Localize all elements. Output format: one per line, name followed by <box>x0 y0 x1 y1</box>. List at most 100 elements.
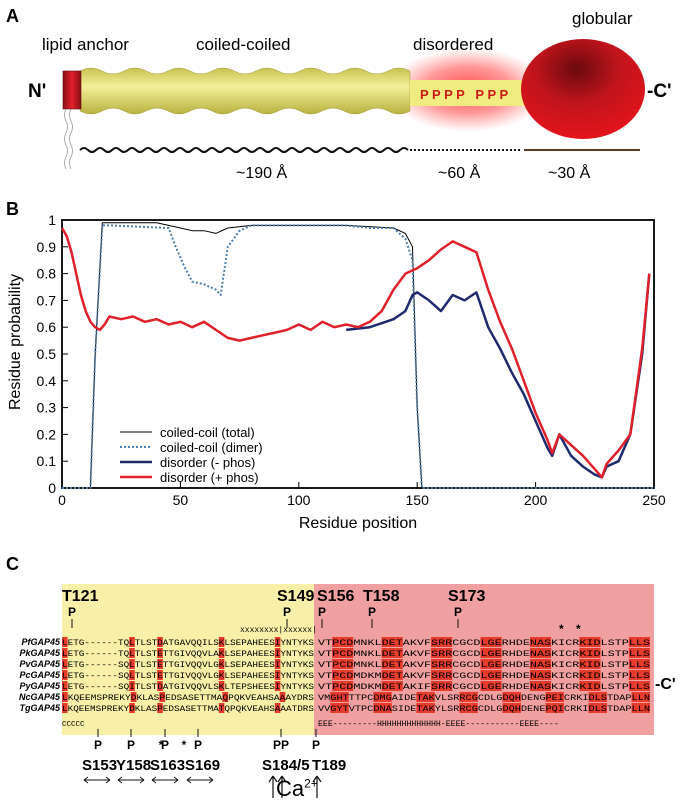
conserved-star: * <box>559 622 564 636</box>
species-label: NcGAP45 <box>19 692 61 702</box>
residue-highlight <box>529 637 537 647</box>
residue-highlight <box>431 681 439 691</box>
residue-highlight <box>274 681 281 691</box>
residue-highlight <box>445 681 453 691</box>
phospho-marker: P <box>312 738 320 752</box>
residue-highlight <box>642 670 650 680</box>
residue-highlight <box>62 659 68 669</box>
residue-highlight <box>332 637 340 647</box>
residue-highlight <box>631 692 638 702</box>
residue-highlight <box>631 703 638 713</box>
residue-highlight <box>635 637 643 647</box>
residue-highlight <box>379 703 386 713</box>
species-label: PcGAP45 <box>19 670 61 680</box>
phospho-marker: P <box>194 738 202 752</box>
residue-highlight <box>508 692 515 702</box>
residue-highlight <box>536 681 545 691</box>
site-t189: T189 <box>312 757 346 774</box>
residue-highlight <box>438 648 446 658</box>
residue-highlight <box>579 670 587 680</box>
residue-highlight <box>487 659 495 669</box>
calcium-text: Ca <box>276 776 305 801</box>
residue-highlight <box>494 648 502 658</box>
residue-highlight <box>438 681 446 691</box>
residue-highlight <box>332 648 340 658</box>
secondary-structure-line: EEE---------HHHHHHHHHHHHH-EEEE----------… <box>318 720 559 729</box>
residue-highlight <box>346 648 354 658</box>
disordered-linker <box>410 80 525 106</box>
plot-frame <box>61 219 655 489</box>
linker-p-sites: P P P P P P P <box>420 87 509 102</box>
site-s156: S156 <box>317 588 354 605</box>
sequence-left: LETG------TQLTLSTDATGAVQQILSKLSEPAHEESIY… <box>62 638 314 648</box>
residue-highlight <box>529 681 537 691</box>
y-tick-label: 0 <box>48 480 56 496</box>
residue-highlight <box>62 637 68 647</box>
residue-highlight <box>336 692 343 702</box>
residue-highlight <box>445 648 453 658</box>
phospho-marker: P <box>368 605 376 619</box>
residue-highlight <box>494 681 502 691</box>
y-tick-label: 0.6 <box>37 319 57 335</box>
residue-highlight <box>381 670 389 680</box>
residue-highlight <box>494 670 502 680</box>
conserved-star: * <box>159 738 164 752</box>
site-s149: S149 <box>277 588 314 605</box>
coiled-coil-marker-line: xxxxxxxx|xxxxxx| <box>240 626 317 635</box>
residue-highlight <box>339 670 347 680</box>
panel-a-letter: A <box>6 6 19 26</box>
lipid-anchor <box>62 70 82 110</box>
residue-highlight <box>628 681 636 691</box>
residue-highlight <box>431 648 439 658</box>
residue-highlight <box>346 681 354 691</box>
residue-highlight <box>600 703 607 713</box>
sequence-left: LETG------SQLTLSTETTGIVQQVLGKLSEPAHEESIY… <box>62 660 314 670</box>
residue-highlight <box>157 681 163 691</box>
residue-highlight <box>600 692 607 702</box>
residue-highlight <box>628 670 636 680</box>
residue-highlight <box>459 692 466 702</box>
sequence-right: VTPCDMDKMDETAKVFSRRCGCDLGERHDENASKICRKID… <box>318 671 650 681</box>
conserved-star: * <box>576 622 581 636</box>
residue-highlight <box>642 637 650 647</box>
residue-highlight <box>381 681 389 691</box>
conserved-star: * <box>182 738 187 752</box>
residue-highlight <box>62 692 68 702</box>
residue-highlight <box>274 703 281 713</box>
panel-a-diagram: A lipid anchor coiled-coiled disordered … <box>6 6 672 182</box>
residue-highlight <box>487 637 495 647</box>
residue-highlight <box>586 681 594 691</box>
residue-highlight <box>557 703 564 713</box>
y-tick-label: 1 <box>48 212 56 228</box>
site-s169: S169 <box>185 757 220 774</box>
residue-highlight <box>274 659 281 669</box>
residue-highlight <box>487 670 495 680</box>
residue-highlight <box>579 637 587 647</box>
residue-highlight <box>628 659 636 669</box>
residue-highlight <box>593 681 601 691</box>
residue-highlight <box>218 703 225 713</box>
residue-highlight <box>586 648 594 658</box>
sequence-right: VVGYTVTPCDNASIDETAKYLSRRCGCDLGDQHDENEPQI… <box>318 704 650 714</box>
residue-highlight <box>557 692 564 702</box>
residue-highlight <box>438 637 446 647</box>
residue-highlight <box>395 670 403 680</box>
residue-highlight <box>379 692 386 702</box>
sequence-right: VTPCDMDKMDETAKIFSRRCGCDLGERHDENASKICRKID… <box>318 682 650 692</box>
sequence-right: VTPCDMNKLDETAKVFSRRCGCDLGERHDENASKICRKID… <box>318 638 650 648</box>
residue-highlight <box>438 659 446 669</box>
residue-highlight <box>536 670 545 680</box>
residue-highlight <box>514 703 521 713</box>
residue-highlight <box>339 681 347 691</box>
sequence-left: LETG------SQLTLSTETTGIVQQVLGKLSEPAHEESIY… <box>62 671 314 681</box>
residue-highlight <box>438 670 446 680</box>
residue-highlight <box>157 637 163 647</box>
residue-highlight <box>385 703 392 713</box>
residue-highlight <box>579 659 587 669</box>
residue-highlight <box>395 648 403 658</box>
residue-highlight <box>342 692 349 702</box>
residue-highlight <box>480 670 488 680</box>
residue-highlight <box>545 692 552 702</box>
